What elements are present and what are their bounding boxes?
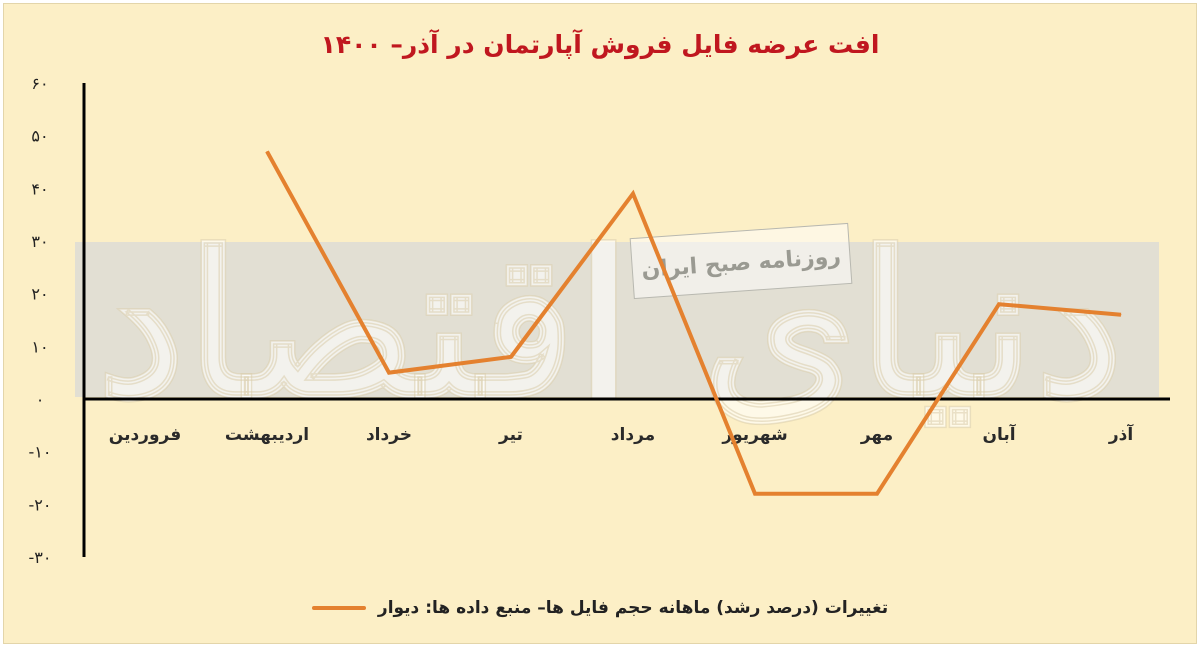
series-line <box>265 150 1122 496</box>
legend-swatch <box>311 606 366 610</box>
data-point <box>388 372 390 374</box>
y-tick-label: ۳۰ <box>31 232 48 251</box>
data-point <box>1120 314 1122 316</box>
data-point <box>998 303 1000 305</box>
data-point <box>632 193 634 195</box>
x-tick-label: مرداد <box>611 425 655 445</box>
y-tick-labels: ۶۰ ۵۰ ۴۰ ۳۰ ۲۰ ۱۰ ۰ -۱۰ -۲۰ -۳۰ <box>29 74 52 567</box>
watermark-badge <box>629 222 853 300</box>
data-point <box>510 356 512 358</box>
y-tick-label: ۲۰ <box>31 285 48 304</box>
legend: تغییرات (درصد رشد) ماهانه حجم فایل ها– م… <box>0 598 1200 618</box>
data-point <box>266 150 268 152</box>
watermark-logo: دنیای اقتصاد <box>96 208 1123 443</box>
legend-label: تغییرات (درصد رشد) ماهانه حجم فایل ها– م… <box>377 598 889 618</box>
x-tick-label: آبان <box>982 423 1016 445</box>
data-point <box>876 493 878 495</box>
y-tick-label: -۱۰ <box>29 443 52 462</box>
x-tick-label: آذر <box>1108 423 1135 445</box>
x-tick-label: تیر <box>498 425 523 445</box>
y-tick-label: ۱۰ <box>31 337 48 356</box>
chart-title: افت عرضه فایل فروش آپارتمان در آذر– ۱۴۰۰ <box>320 30 880 59</box>
data-point <box>754 493 756 495</box>
y-tick-label: ۵۰ <box>31 127 48 146</box>
y-tick-label: ۰ <box>36 390 45 409</box>
series-layer <box>265 150 1122 496</box>
y-tick-label: -۳۰ <box>29 548 52 567</box>
y-tick-label: ۶۰ <box>31 74 48 93</box>
watermark-band <box>75 242 1159 397</box>
x-tick-labels: فروردین اردیبهشت خرداد تیر مرداد شهریور مهر آبا… <box>109 423 1135 445</box>
x-tick-label: شهریور <box>721 425 787 445</box>
y-tick-label: ۴۰ <box>31 179 48 198</box>
x-tick-label: فروردین <box>109 425 181 445</box>
x-tick-label: خرداد <box>366 425 412 445</box>
y-tick-label: -۲۰ <box>29 495 52 514</box>
x-tick-label: مهر <box>860 425 893 445</box>
x-tick-label: اردیبهشت <box>225 425 309 445</box>
